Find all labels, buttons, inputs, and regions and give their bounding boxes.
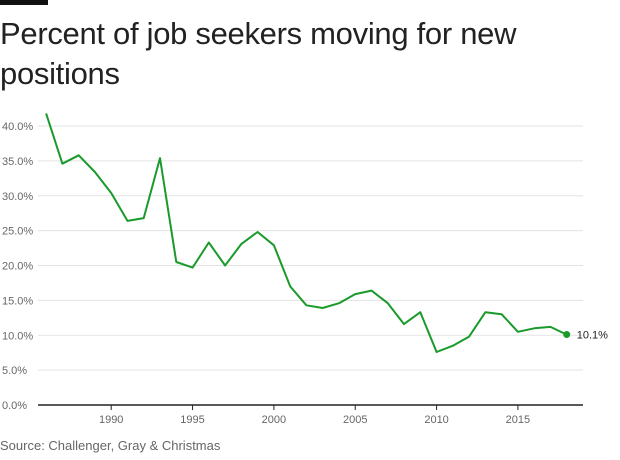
- y-tick-label: 0.0%: [2, 400, 27, 412]
- header-accent-bar: [0, 0, 48, 5]
- x-tick-label: 1990: [99, 414, 123, 426]
- x-axis: 1990 1995 2000 2005 2010 2015: [38, 404, 583, 426]
- end-point-marker: [563, 331, 571, 339]
- y-tick-label: 35.0%: [2, 156, 33, 168]
- x-tick-label: 2005: [343, 414, 367, 426]
- x-tick-label: 2010: [424, 414, 448, 426]
- source-note: Source: Challenger, Gray & Christmas: [0, 438, 221, 453]
- x-tick-label: 2015: [506, 414, 530, 426]
- x-tick-label: 2000: [262, 414, 286, 426]
- y-tick-label: 20.0%: [2, 261, 33, 273]
- y-tick-label: 40.0%: [2, 121, 33, 133]
- y-tick-label: 30.0%: [2, 191, 33, 203]
- y-tick-label: 25.0%: [2, 226, 33, 238]
- y-axis-ticks: 0.0% 5.0% 10.0% 15.0% 20.0% 25.0% 30.0% 35.0% 40…: [2, 121, 33, 412]
- y-tick-label: 5.0%: [2, 365, 27, 377]
- series-line: [45, 113, 568, 353]
- grid-lines: [38, 125, 583, 371]
- chart-title: Percent of job seekers moving for new po…: [0, 16, 517, 91]
- y-tick-label: 10.0%: [2, 330, 33, 342]
- series-group: 10.1%: [45, 113, 608, 353]
- y-tick-label: 15.0%: [2, 295, 33, 307]
- x-tick-label: 1995: [180, 414, 204, 426]
- end-value-label: 10.1%: [577, 330, 608, 342]
